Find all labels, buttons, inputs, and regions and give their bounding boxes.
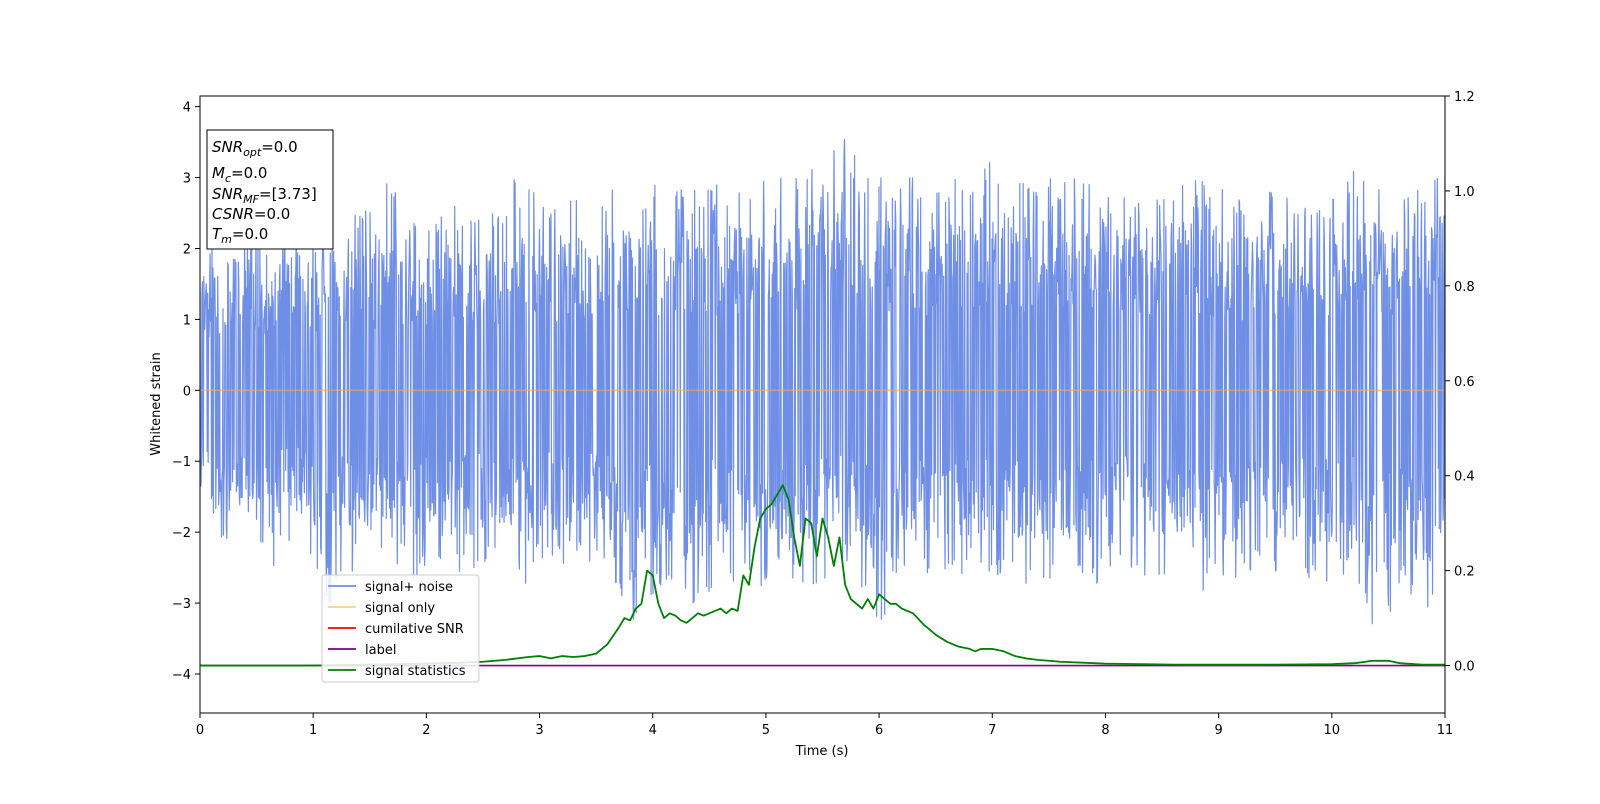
signal-statistics-line (200, 484, 1445, 667)
left-y-tick-label: −4 (172, 668, 191, 683)
x-tick-label: 3 (535, 723, 543, 738)
signal-noise-line (200, 138, 1445, 625)
left-y-axis: −4 −3 −2 −1 0 1 2 3 4 (172, 101, 200, 683)
right-y-tick-label: 0.2 (1454, 565, 1475, 580)
legend-item-label: label (328, 643, 396, 658)
legend-item-signal-only: signal only (328, 601, 435, 616)
x-tick-label: 5 (762, 723, 770, 738)
x-tick-label: 2 (422, 723, 430, 738)
x-axis-label: Time (s) (795, 744, 849, 759)
left-y-tick-label: −1 (172, 455, 191, 470)
data-layer (200, 138, 1445, 667)
x-tick-label: 7 (988, 723, 996, 738)
stats-line: SNRopt=0.0 (212, 138, 298, 159)
legend-item-cumulative-snr: cumilative SNR (328, 622, 464, 637)
left-y-tick-label: −3 (172, 597, 191, 612)
left-y-tick-label: 3 (183, 172, 191, 187)
stats-line: Tm=0.0 (212, 225, 268, 246)
legend-label: label (365, 643, 396, 658)
legend: signal+ noise signal only cumilative SNR la… (321, 574, 480, 683)
x-tick-label: 10 (1324, 723, 1341, 738)
legend-label: signal statistics (365, 664, 466, 679)
y-axis-label: Whitened strain (149, 352, 164, 455)
x-axis: 0 1 2 3 4 5 6 7 8 9 10 11 (196, 713, 1453, 738)
x-tick-label: 11 (1437, 723, 1454, 738)
right-y-tick-label: 0.8 (1454, 280, 1475, 295)
stats-line: SNRMF=[3.73] (212, 185, 317, 206)
x-tick-label: 1 (309, 723, 317, 738)
x-tick-label: 0 (196, 723, 204, 738)
legend-label: signal+ noise (365, 580, 453, 595)
legend-label: cumilative SNR (365, 622, 464, 637)
stats-box-frame (206, 129, 334, 250)
right-y-tick-label: 0.6 (1454, 375, 1475, 390)
legend-label: signal only (365, 601, 435, 616)
left-y-tick-label: 4 (183, 101, 191, 116)
x-tick-label: 6 (875, 723, 883, 738)
legend-item-signal-statistics: signal statistics (328, 664, 466, 679)
right-y-tick-label: 1.2 (1454, 90, 1475, 105)
left-y-tick-label: 0 (183, 384, 191, 399)
right-y-tick-label: 0.4 (1454, 470, 1475, 485)
x-tick-label: 4 (649, 723, 657, 738)
stats-line: Mc=0.0 (212, 164, 267, 185)
right-y-axis: 0.0 0.2 0.4 0.6 0.8 1.0 1.2 (1445, 90, 1475, 675)
x-tick-label: 9 (1214, 723, 1222, 738)
left-y-tick-label: 1 (183, 313, 191, 328)
right-y-tick-label: 0.0 (1454, 660, 1475, 675)
legend-item-signal-noise: signal+ noise (328, 580, 453, 595)
right-y-tick-label: 1.0 (1454, 185, 1475, 200)
x-tick-label: 8 (1101, 723, 1109, 738)
left-y-tick-label: 2 (183, 242, 191, 257)
plot-frame (199, 95, 1446, 714)
legend-frame (321, 574, 480, 683)
left-y-tick-label: −2 (172, 526, 191, 541)
stats-line: CSNR=0.0 (212, 205, 290, 223)
